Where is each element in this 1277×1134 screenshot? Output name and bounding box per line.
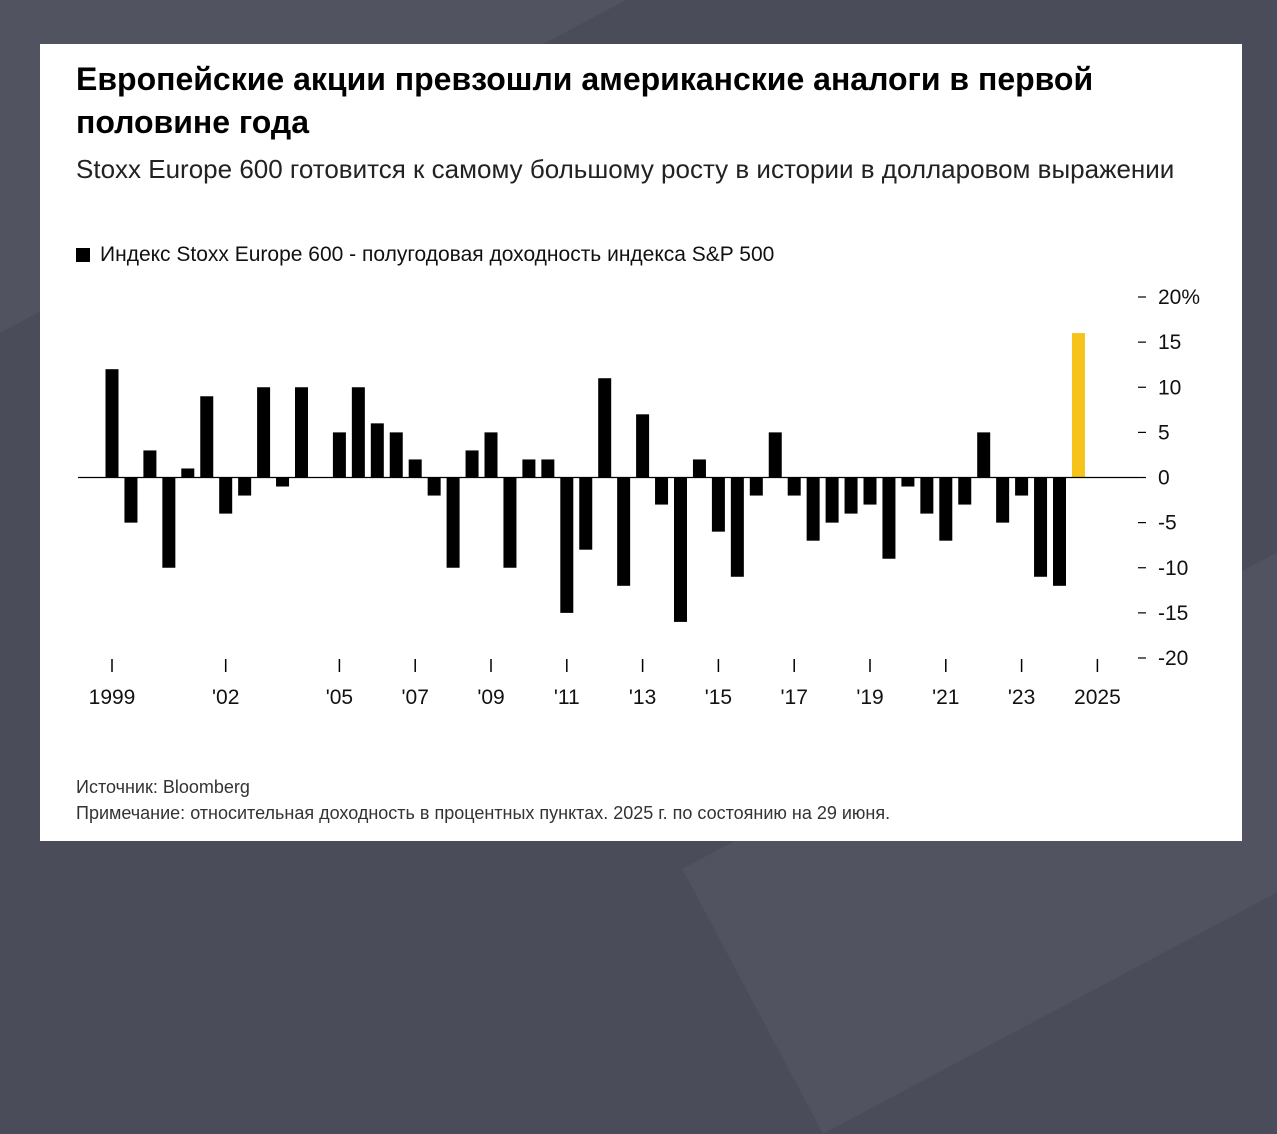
- x-tick-label: '11: [554, 686, 580, 709]
- y-tick-label: 5: [1158, 421, 1170, 444]
- bar: [276, 477, 290, 487]
- bar: [844, 477, 858, 514]
- bar: [465, 450, 479, 478]
- x-tick-label: '19: [856, 686, 883, 709]
- x-tick-label: '02: [212, 686, 239, 709]
- x-tick-label: '21: [932, 686, 959, 709]
- bar: [730, 477, 744, 577]
- bars-group: [105, 333, 1085, 622]
- x-tick-label: 2025: [1074, 686, 1121, 709]
- bar: [219, 477, 233, 514]
- note-text: Примечание: относительная доходность в п…: [76, 803, 891, 823]
- bar: [825, 477, 839, 523]
- x-tick-label: '15: [705, 686, 732, 709]
- bar: [124, 477, 138, 523]
- x-axis: 1999 '02 '05 '07 '09 '11 '13 '15 '17 '19 '21 '23 202…: [89, 659, 1121, 709]
- bar: [143, 450, 157, 478]
- bar: [389, 432, 403, 478]
- bar: [920, 477, 934, 514]
- y-axis: 20% 15 10 5 0 -5 -10 -15 -20: [1138, 286, 1200, 670]
- chart-subtitle: Stoxx Europe 600 готовится к самому боль…: [76, 154, 1175, 184]
- bar: [560, 477, 574, 613]
- legend-swatch: [76, 248, 90, 262]
- bar: [105, 369, 119, 478]
- bar: [408, 459, 422, 478]
- bar: [484, 432, 498, 478]
- bar: [598, 378, 612, 478]
- bar-chart: 1999 '02 '05 '07 '09 '11 '13 '15 '17 '19 '21 '23 202…: [78, 286, 1200, 709]
- bar: [200, 396, 214, 478]
- footer: Источник: Bloomberg Примечание: относите…: [76, 774, 890, 826]
- bar: [882, 477, 896, 559]
- bar: [295, 387, 308, 478]
- bar: [332, 432, 346, 478]
- x-tick-label: 1999: [89, 686, 136, 709]
- y-tick-label: -5: [1158, 512, 1177, 535]
- y-tick-label: -10: [1158, 557, 1188, 580]
- x-tick-label: '13: [629, 686, 656, 709]
- bar: [901, 477, 915, 487]
- chart-title: Европейские акции превзошли американские…: [76, 61, 1094, 140]
- legend: Индекс Stoxx Europe 600 - полугодовая до…: [76, 242, 774, 268]
- bar: [446, 477, 460, 568]
- bar: [541, 459, 555, 478]
- x-tick-label: '05: [326, 686, 353, 709]
- legend-label: Индекс Stoxx Europe 600 - полугодовая до…: [100, 243, 775, 266]
- bar: [181, 468, 195, 478]
- bar: [238, 477, 252, 496]
- y-tick-label: -15: [1158, 602, 1188, 625]
- x-tick-label: '17: [781, 686, 808, 709]
- bar: [162, 477, 176, 568]
- bar: [1034, 477, 1048, 577]
- bar: [692, 459, 706, 478]
- bar: [522, 459, 536, 478]
- y-tick-label: 20%: [1158, 286, 1200, 309]
- bar: [351, 387, 365, 478]
- bar: [958, 477, 972, 505]
- bar: [636, 414, 650, 478]
- source-text: Источник: Bloomberg: [76, 777, 250, 797]
- bar: [579, 477, 593, 550]
- bar: [503, 477, 517, 568]
- y-tick-label: 10: [1158, 376, 1181, 399]
- y-tick-label: 0: [1158, 467, 1170, 490]
- bar: [768, 432, 782, 478]
- bar: [787, 477, 801, 496]
- bar: [427, 477, 441, 496]
- y-tick-label: -20: [1158, 647, 1188, 670]
- bar: [996, 477, 1010, 523]
- y-tick-label: 15: [1158, 331, 1181, 354]
- bar: [257, 387, 271, 478]
- bar: [749, 477, 763, 496]
- bar: [674, 477, 687, 622]
- bar: [1015, 477, 1029, 496]
- bar: [370, 423, 384, 478]
- x-tick-label: '09: [477, 686, 504, 709]
- bar-highlight: [1071, 333, 1085, 478]
- bar: [977, 432, 991, 478]
- chart-card: Европейские акции превзошли американские…: [40, 44, 1242, 841]
- x-tick-label: '07: [402, 686, 429, 709]
- bar: [1053, 477, 1066, 586]
- bar: [711, 477, 725, 532]
- bar: [617, 477, 631, 586]
- bar: [806, 477, 820, 541]
- bar: [863, 477, 877, 505]
- x-tick-label: '23: [1008, 686, 1035, 709]
- bar: [939, 477, 953, 541]
- bar: [655, 477, 669, 505]
